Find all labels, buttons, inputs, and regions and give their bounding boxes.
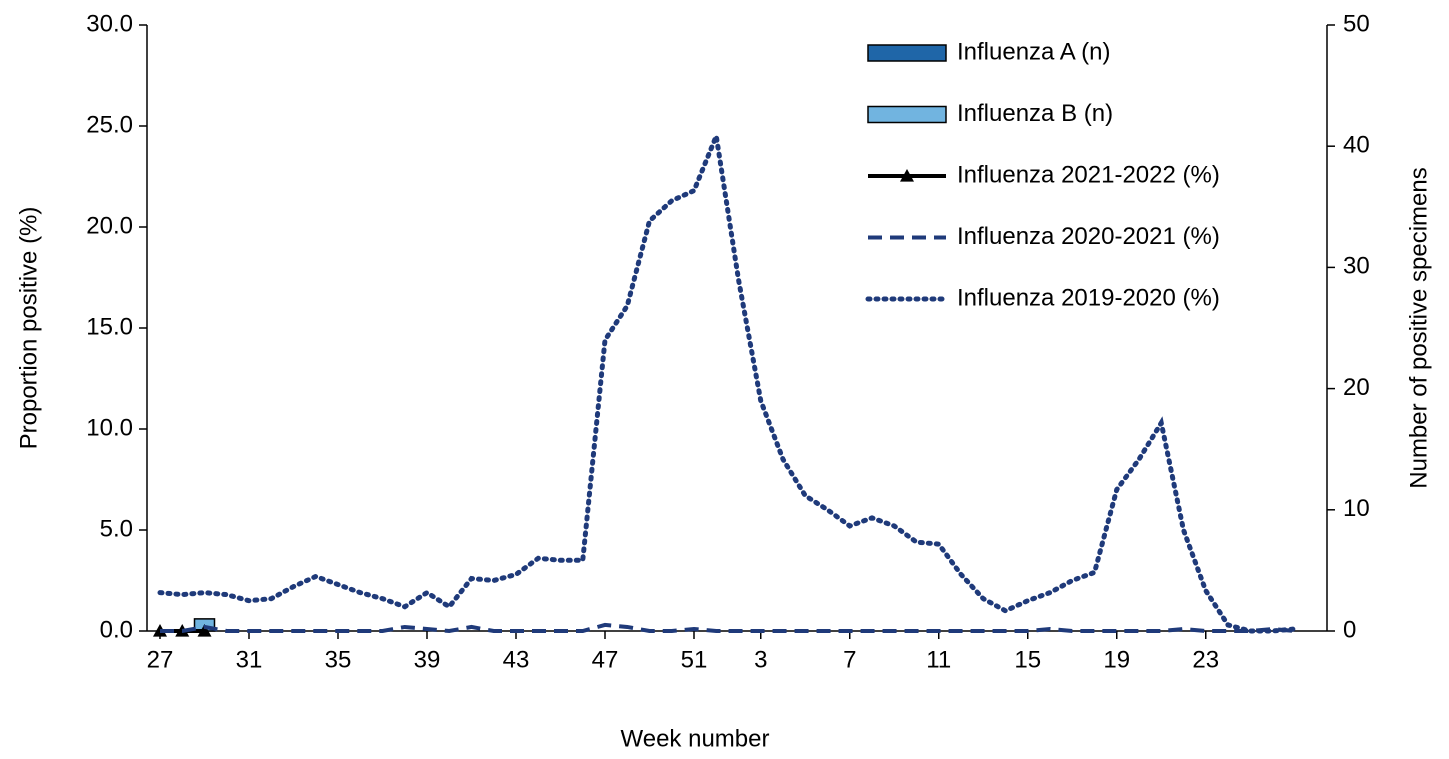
legend-swatch <box>867 44 947 62</box>
y-tick-label: 25.0 <box>86 111 133 138</box>
x-axis-title: Week number <box>621 725 770 752</box>
legend-label: Influenza 2021-2022 (%) <box>957 161 1220 188</box>
x-tick-label: 27 <box>147 646 174 673</box>
x-tick-label: 43 <box>503 646 530 673</box>
x-tick-label: 11 <box>926 646 951 673</box>
y-tick-label: 5.0 <box>100 515 133 542</box>
y-tick-label: 30.0 <box>86 10 133 37</box>
x-tick-label: 39 <box>414 646 441 673</box>
line <box>157 126 1298 634</box>
marker <box>197 624 212 637</box>
x-tick-label: 7 <box>843 646 856 673</box>
y-tick-label: 10.0 <box>86 414 133 441</box>
legend-swatch <box>867 105 947 124</box>
y2-tick-label: 50 <box>1343 10 1370 37</box>
legend-label: Influenza B (n) <box>957 100 1113 127</box>
x-tick-label: 51 <box>681 646 708 673</box>
x-tick-label: 47 <box>592 646 619 673</box>
y2-tick-label: 30 <box>1343 253 1370 280</box>
x-tick-label: 3 <box>754 646 767 673</box>
line <box>160 622 1295 634</box>
y2-tick-label: 20 <box>1343 374 1370 401</box>
x-tick-label: 19 <box>1103 646 1130 673</box>
y-tick-label: 20.0 <box>86 212 133 239</box>
y-tick-label: 15.0 <box>86 313 133 340</box>
y-axis-title: Proportion positive (%) <box>15 207 42 450</box>
y2-tick-label: 0 <box>1343 616 1356 643</box>
legend-marker <box>900 169 914 182</box>
y2-axis-title: Number of positive specimens <box>1405 167 1432 488</box>
y-tick-label: 0.0 <box>100 616 133 643</box>
x-tick-label: 35 <box>325 646 352 673</box>
legend-label: Influenza 2020-2021 (%) <box>957 223 1220 250</box>
x-tick-label: 23 <box>1192 646 1219 673</box>
x-tick-label: 31 <box>236 646 263 673</box>
y2-tick-label: 10 <box>1343 495 1370 522</box>
legend-label: Influenza A (n) <box>957 38 1110 65</box>
y2-tick-label: 40 <box>1343 132 1370 159</box>
x-tick-label: 15 <box>1014 646 1041 673</box>
legend-label: Influenza 2019-2020 (%) <box>957 284 1220 311</box>
